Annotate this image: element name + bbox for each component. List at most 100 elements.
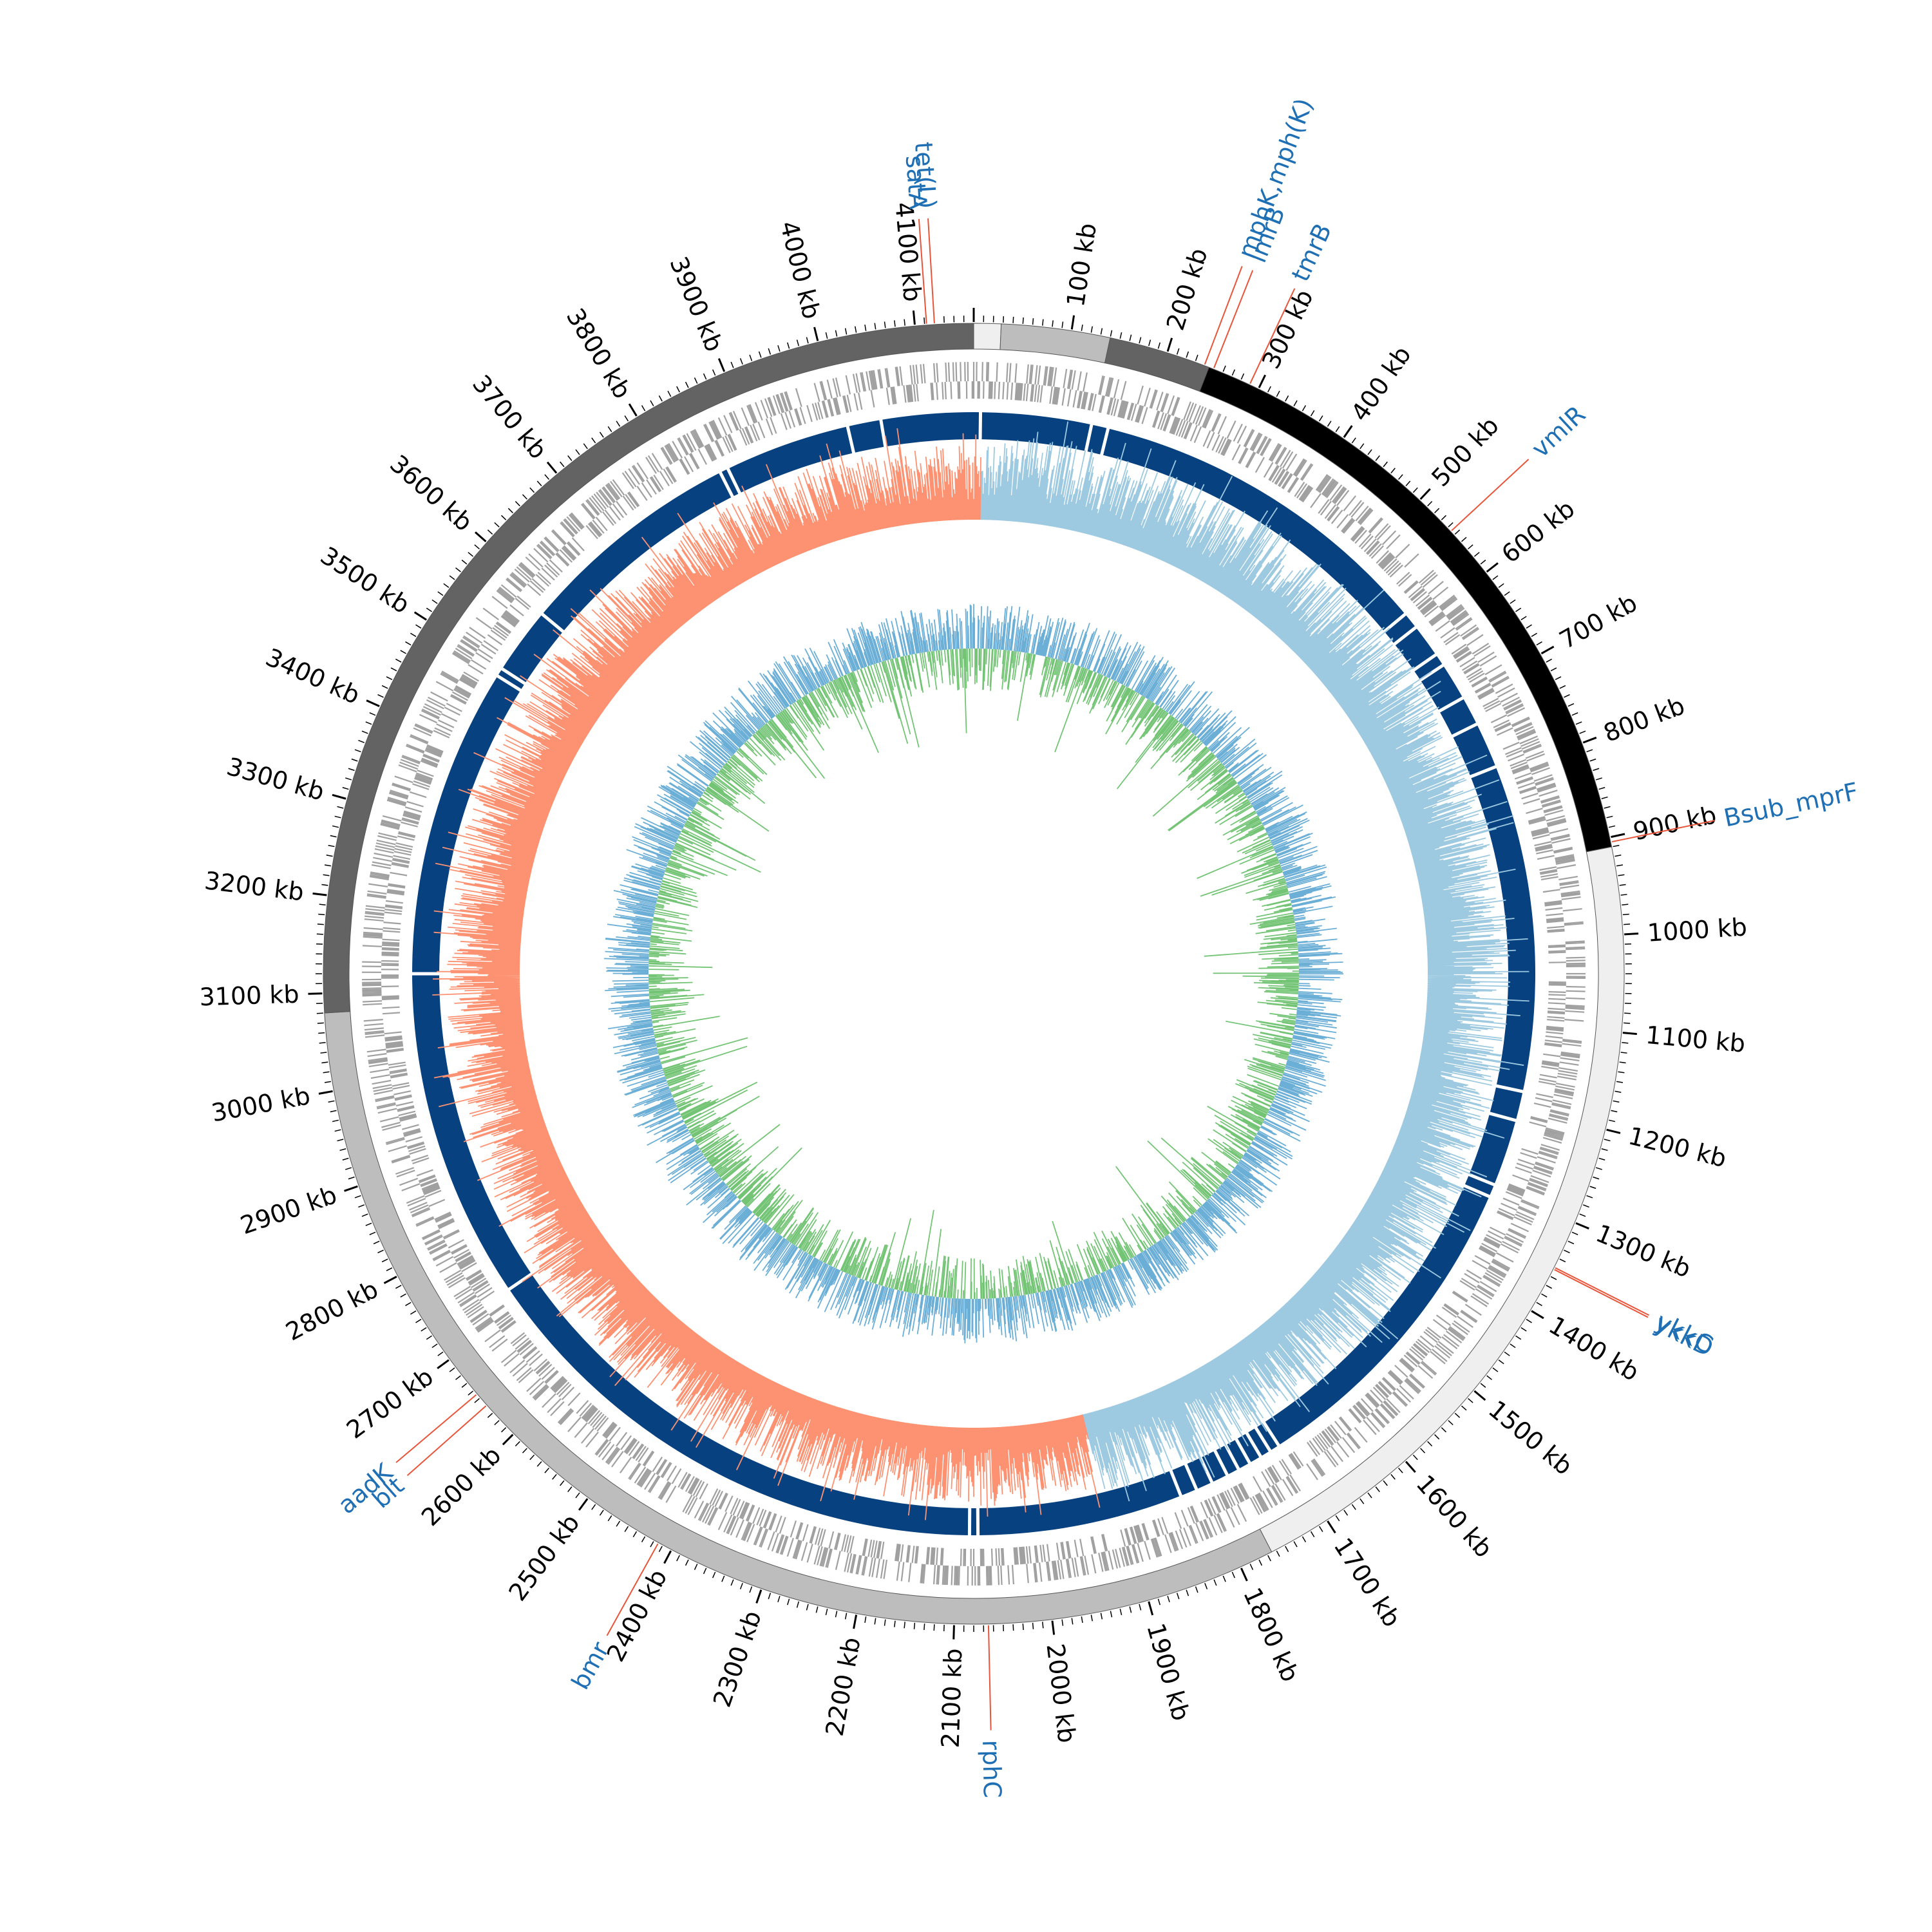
- tick-label: 2500 kb: [503, 1509, 585, 1606]
- minor-tick: [370, 713, 375, 715]
- major-tick: [1576, 1223, 1589, 1228]
- minor-tick: [553, 1474, 556, 1479]
- minor-tick: [1139, 1604, 1141, 1611]
- minor-tick: [1232, 1572, 1235, 1578]
- tick-label: 1500 kb: [1483, 1395, 1578, 1481]
- minor-tick: [508, 508, 513, 513]
- minor-tick: [1101, 1613, 1102, 1620]
- minor-tick: [343, 1158, 349, 1160]
- minor-tick: [401, 650, 406, 654]
- gene-leader-line: [1205, 266, 1242, 364]
- major-tick: [1072, 316, 1074, 330]
- minor-tick: [1580, 1214, 1586, 1217]
- minor-tick: [1413, 1455, 1417, 1459]
- minor-tick: [406, 642, 412, 645]
- tick-label: 300 kb: [1256, 285, 1319, 374]
- major-tick: [1487, 563, 1498, 572]
- minor-tick: [468, 553, 473, 556]
- minor-tick: [1541, 1294, 1547, 1297]
- minor-tick: [1590, 1186, 1596, 1188]
- tick-label: 1400 kb: [1544, 1311, 1643, 1387]
- minor-tick: [450, 576, 455, 580]
- minor-tick: [343, 788, 349, 790]
- minor-tick: [1186, 1590, 1188, 1596]
- minor-tick: [1336, 1515, 1340, 1520]
- minor-tick: [515, 1441, 520, 1446]
- minor-tick: [332, 1120, 339, 1121]
- minor-tick: [1062, 321, 1063, 328]
- minor-tick: [1616, 865, 1623, 866]
- minor-tick: [1091, 1615, 1092, 1621]
- minor-tick: [695, 377, 697, 383]
- minor-tick: [668, 391, 671, 397]
- gene-leader-line: [989, 1625, 991, 1730]
- minor-tick: [1302, 406, 1305, 412]
- minor-tick: [337, 1139, 344, 1141]
- minor-tick: [1391, 468, 1395, 473]
- minor-tick: [592, 438, 596, 443]
- minor-tick: [1294, 1541, 1297, 1547]
- minor-tick: [1285, 395, 1289, 401]
- gene-features: [362, 362, 1586, 1586]
- minor-tick: [1546, 659, 1552, 662]
- minor-tick: [401, 1294, 406, 1297]
- major-tick: [854, 1615, 857, 1629]
- minor-tick: [1368, 1493, 1372, 1498]
- minor-tick: [1081, 325, 1083, 331]
- minor-tick: [1560, 686, 1566, 688]
- tick-label: 3600 kb: [384, 450, 478, 537]
- minor-tick: [330, 836, 337, 837]
- tick-label: 2100 kb: [936, 1648, 968, 1748]
- tick-label: 3800 kb: [561, 303, 637, 403]
- minor-tick: [1599, 1158, 1605, 1160]
- minor-tick: [406, 1302, 412, 1305]
- minor-tick: [1468, 1399, 1473, 1403]
- minor-tick: [750, 355, 752, 361]
- minor-tick: [1599, 788, 1605, 790]
- minor-tick: [1168, 1596, 1170, 1602]
- tick-label: 1300 kb: [1592, 1219, 1695, 1283]
- minor-tick: [321, 885, 328, 886]
- minor-tick: [1560, 1259, 1566, 1262]
- minor-tick: [1368, 450, 1372, 455]
- minor-tick: [1158, 343, 1160, 349]
- segment-0: [974, 323, 1001, 350]
- tick-label: 3100 kb: [199, 980, 299, 1012]
- tick-label: 3400 kb: [261, 643, 364, 710]
- minor-tick: [502, 515, 506, 520]
- major-tick: [1259, 375, 1265, 388]
- minor-tick: [1481, 1383, 1486, 1387]
- tick-label: 2300 kb: [708, 1607, 767, 1710]
- minor-tick: [1294, 401, 1297, 406]
- minor-tick: [1583, 1205, 1589, 1208]
- major-tick: [1531, 1311, 1544, 1318]
- minor-tick: [1487, 1376, 1492, 1379]
- minor-tick: [600, 432, 603, 437]
- minor-tick: [438, 1352, 443, 1356]
- minor-tick: [410, 633, 416, 636]
- minor-tick: [1546, 1285, 1552, 1289]
- minor-tick: [1336, 426, 1340, 431]
- minor-tick: [914, 1623, 915, 1629]
- major-tick: [757, 1590, 761, 1604]
- minor-tick: [1320, 1526, 1323, 1531]
- minor-tick: [885, 321, 886, 328]
- minor-tick: [462, 560, 467, 564]
- minor-tick: [1609, 1120, 1615, 1121]
- minor-tick: [1572, 713, 1578, 715]
- minor-tick: [704, 374, 706, 379]
- minor-tick: [415, 625, 421, 628]
- minor-tick: [778, 345, 780, 352]
- minor-tick: [522, 1448, 527, 1453]
- minor-tick: [1521, 616, 1526, 620]
- minor-tick: [1360, 1499, 1364, 1504]
- minor-tick: [904, 319, 905, 326]
- minor-tick: [537, 481, 542, 486]
- major-tick: [332, 795, 346, 799]
- tick-label: 2600 kb: [416, 1441, 507, 1531]
- minor-tick: [323, 1072, 330, 1073]
- gene-label: Bsub_mprF: [1721, 777, 1861, 833]
- minor-tick: [323, 875, 330, 876]
- minor-tick: [1613, 846, 1620, 847]
- major-tick: [366, 701, 379, 706]
